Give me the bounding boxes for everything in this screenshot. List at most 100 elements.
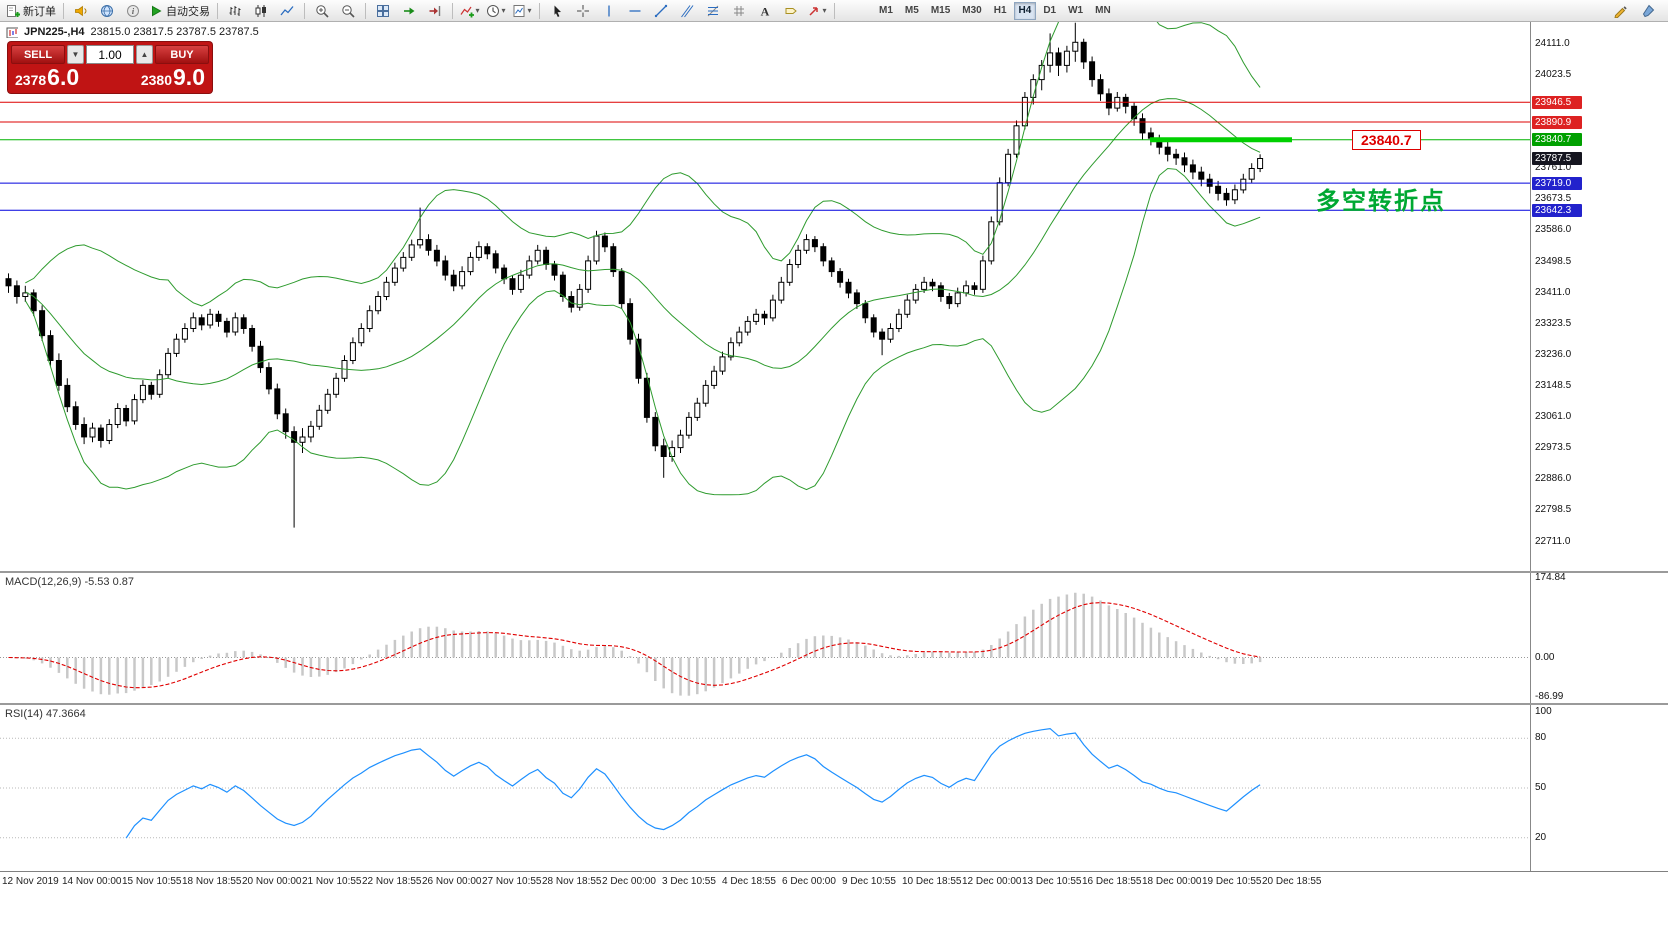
panel-separator[interactable] bbox=[0, 571, 1668, 573]
chevron-down-icon: ▾ bbox=[501, 6, 506, 15]
sell-button[interactable]: SELL bbox=[11, 45, 65, 64]
time-scale[interactable]: 12 Nov 2019 14 Nov 00:00 15 Nov 10:55 18 No… bbox=[0, 871, 1668, 892]
zoom-out-icon bbox=[341, 4, 355, 18]
price-level-callout[interactable]: 23840.7 bbox=[1352, 130, 1421, 150]
symbol-title: JPN225-,H4 bbox=[24, 26, 85, 38]
time-label: 18 Dec 00:00 bbox=[1142, 876, 1202, 887]
time-label: 18 Nov 18:55 bbox=[182, 876, 242, 887]
crosshair-button[interactable] bbox=[570, 0, 596, 21]
pencil-button[interactable] bbox=[1607, 0, 1633, 21]
fibonacci-icon bbox=[706, 4, 720, 18]
time-label: 21 Nov 10:55 bbox=[302, 876, 362, 887]
channel-button[interactable] bbox=[674, 0, 700, 21]
timeframe-m30-button[interactable]: M30 bbox=[962, 5, 982, 16]
tile-windows-icon bbox=[376, 4, 390, 18]
info-icon: i bbox=[126, 4, 140, 18]
macd-axis-label: -86.99 bbox=[1535, 691, 1564, 702]
axis-label: 24111.0 bbox=[1535, 37, 1570, 49]
timeframe-d1-button[interactable]: D1 bbox=[1043, 5, 1057, 16]
price-scale[interactable]: 24111.0 24023.5 23761.0 23673.5 23586.0 23498… bbox=[1530, 22, 1668, 871]
tile-windows-button[interactable] bbox=[370, 0, 396, 21]
market-button[interactable] bbox=[94, 0, 120, 21]
auto-trading-button[interactable]: 自动交易 bbox=[146, 0, 213, 21]
chart-line-button[interactable] bbox=[274, 0, 300, 21]
axis-label: 23586.0 bbox=[1535, 224, 1572, 236]
time-label: 20 Nov 00:00 bbox=[242, 876, 302, 887]
timeframe-m1-button[interactable]: M1 bbox=[879, 5, 893, 16]
axis-label: 22886.0 bbox=[1535, 473, 1572, 485]
timeframe-m5-button[interactable]: M5 bbox=[904, 5, 919, 16]
zoom-out-button[interactable] bbox=[335, 0, 361, 21]
auto-scroll-button[interactable] bbox=[396, 0, 422, 21]
toolbar-separator bbox=[539, 2, 540, 19]
time-label: 22 Nov 18:55 bbox=[362, 876, 422, 887]
time-label: 27 Nov 10:55 bbox=[482, 876, 542, 887]
vertical-line-button[interactable] bbox=[596, 0, 622, 21]
cursor-button[interactable] bbox=[544, 0, 570, 21]
time-label: 15 Nov 10:55 bbox=[122, 876, 182, 887]
panel-separator[interactable] bbox=[0, 703, 1668, 705]
time-label: 13 Dec 10:55 bbox=[1022, 876, 1082, 887]
toolbar: 新订单 i 自动交易 ▾ ▾ ▾ A ▾ M1 M5 M15 M30 H1 H4 D1 W1 MN bbox=[0, 0, 1668, 22]
periods-button[interactable]: ▾ bbox=[483, 0, 509, 21]
arrows-button[interactable]: ▾ bbox=[804, 0, 830, 21]
text-button[interactable]: A bbox=[752, 0, 778, 21]
zoom-in-button[interactable] bbox=[309, 0, 335, 21]
timeframe-w1-button[interactable]: W1 bbox=[1068, 5, 1084, 16]
brush-button[interactable] bbox=[1635, 0, 1661, 21]
rsi-axis-label: 100 bbox=[1535, 706, 1552, 717]
time-label: 26 Nov 00:00 bbox=[422, 876, 482, 887]
volume-increase-button[interactable]: ▲ bbox=[136, 45, 153, 64]
candles-icon bbox=[254, 4, 268, 18]
triangle-down-icon: ▼ bbox=[71, 50, 80, 59]
timeframe-h1-button[interactable]: H1 bbox=[993, 5, 1007, 16]
axis-label: 23061.0 bbox=[1535, 411, 1572, 422]
cursor-icon bbox=[550, 4, 564, 18]
toolbar-separator bbox=[63, 2, 64, 19]
time-label: 16 Dec 18:55 bbox=[1082, 876, 1142, 887]
chart-shift-button[interactable] bbox=[422, 0, 448, 21]
label-button[interactable] bbox=[778, 0, 804, 21]
toolbar-separator bbox=[365, 2, 366, 19]
buy-price: 2380 9.0 bbox=[140, 64, 205, 90]
chart-candles-button[interactable] bbox=[248, 0, 274, 21]
current-price-tag: 23787.5 bbox=[1532, 152, 1582, 166]
axis-label: 23498.5 bbox=[1535, 255, 1572, 267]
grid-button[interactable] bbox=[726, 0, 752, 21]
macd-axis-label: 174.84 bbox=[1535, 572, 1566, 583]
volume-decrease-button[interactable]: ▼ bbox=[67, 45, 84, 64]
timeframe-m15-button[interactable]: M15 bbox=[930, 5, 951, 16]
volume-input[interactable] bbox=[86, 45, 134, 64]
timeframe-mn-button[interactable]: MN bbox=[1095, 5, 1111, 16]
toolbar-right-group bbox=[1607, 0, 1665, 21]
buy-button[interactable]: BUY bbox=[155, 45, 209, 64]
clock-icon bbox=[486, 4, 500, 18]
new-order-button[interactable]: 新订单 bbox=[3, 0, 59, 21]
trendline-button[interactable] bbox=[648, 0, 674, 21]
toolbar-separator bbox=[217, 2, 218, 19]
price-tag: 23642.3 bbox=[1532, 203, 1582, 217]
templates-button[interactable]: ▾ bbox=[509, 0, 535, 21]
new-order-icon bbox=[6, 4, 20, 18]
brush-icon bbox=[1641, 4, 1655, 18]
svg-text:A: A bbox=[761, 4, 770, 18]
main-chart-canvas[interactable] bbox=[0, 22, 1530, 571]
chart-bars-button[interactable] bbox=[222, 0, 248, 21]
metaeditor-button[interactable] bbox=[68, 0, 94, 21]
macd-panel-canvas[interactable] bbox=[0, 573, 1530, 703]
auto-scroll-icon bbox=[402, 4, 416, 18]
timeframe-h4-button[interactable]: H4 bbox=[1013, 1, 1037, 20]
chart-text-annotation[interactable]: 多空转折点 bbox=[1316, 188, 1446, 215]
fibonacci-button[interactable] bbox=[700, 0, 726, 21]
indicators-button[interactable]: ▾ bbox=[457, 0, 483, 21]
line-chart-icon bbox=[280, 4, 294, 18]
chevron-down-icon: ▾ bbox=[475, 6, 480, 15]
help-button[interactable]: i bbox=[120, 0, 146, 21]
rsi-panel-canvas[interactable] bbox=[0, 705, 1530, 871]
time-label: 3 Dec 10:55 bbox=[662, 876, 716, 887]
vline-icon bbox=[602, 4, 616, 18]
time-label: 9 Dec 10:55 bbox=[842, 876, 896, 887]
horizontal-line-button[interactable] bbox=[622, 0, 648, 21]
axis-label: 22798.5 bbox=[1535, 504, 1572, 516]
